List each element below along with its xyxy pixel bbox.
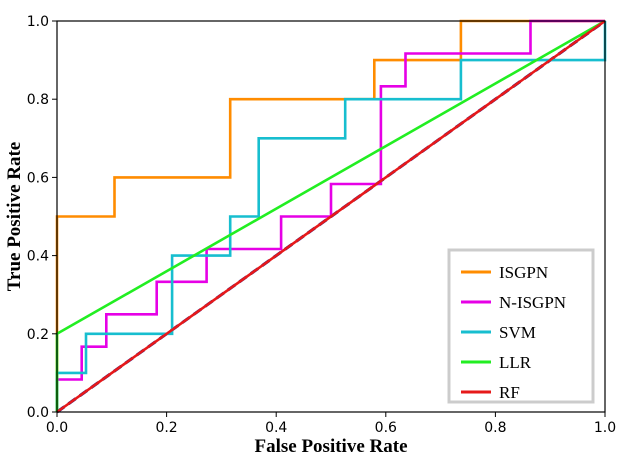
legend-label-isgpn: ISGPN [499,263,548,282]
legend: ISGPN N-ISGPN SVM LLR RF [447,248,595,404]
y-axis-label: True Positive Rate [4,142,25,292]
legend-label-svm: SVM [499,323,536,342]
x-tick-label: 0.4 [265,420,287,436]
y-tick-label: 1.0 [27,14,49,30]
series-line-isgpn [55,19,605,412]
legend-label-n-isgpn: N-ISGPN [499,293,566,312]
plot-frame [56,20,606,413]
x-tick-label: 0.6 [375,420,397,436]
series-line-n-isgpn [55,19,605,412]
y-tick-label: 0.4 [27,249,49,265]
series-line-rf [56,19,606,414]
series-line-svm [55,21,607,412]
x-tick-label: 1.0 [594,420,616,436]
y-tick-label: 0.6 [27,170,49,186]
x-axis-label: False Positive Rate [254,436,407,455]
x-tick-label: 0.2 [155,420,177,436]
x-tick-label: 0.8 [484,420,506,436]
y-tick-label: 0.2 [27,327,49,343]
legend-label-llr: LLR [499,353,532,372]
legend-label-rf: RF [499,383,520,402]
x-tick-label: 0.0 [46,420,68,436]
ticks-layer: 0.0 0.2 0.4 0.6 0.8 1.0 0.0 0.2 0.4 0.6 0.8 1.0 [27,14,616,436]
y-tick-label: 0.0 [27,405,49,421]
y-tick-label: 0.8 [27,92,49,108]
legend-box [447,248,595,404]
